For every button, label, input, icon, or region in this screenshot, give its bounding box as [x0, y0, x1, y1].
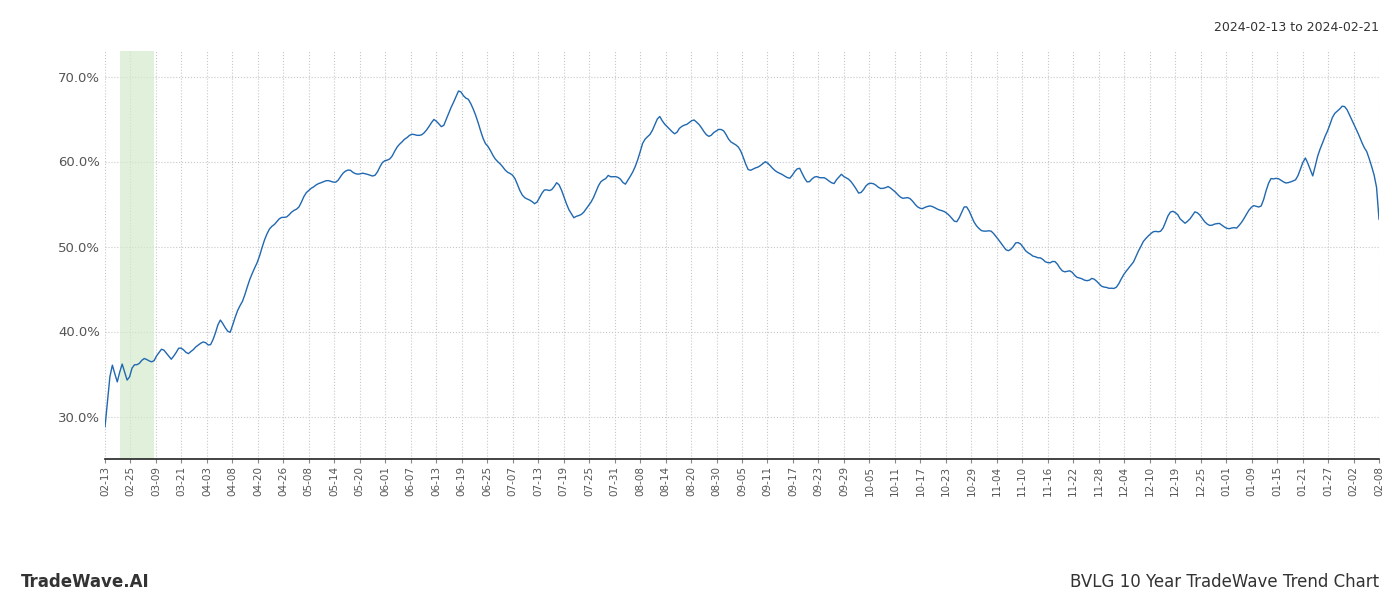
Bar	[120, 51, 154, 459]
Text: 2024-02-13 to 2024-02-21: 2024-02-13 to 2024-02-21	[1214, 21, 1379, 34]
Text: TradeWave.AI: TradeWave.AI	[21, 573, 150, 591]
Text: BVLG 10 Year TradeWave Trend Chart: BVLG 10 Year TradeWave Trend Chart	[1070, 573, 1379, 591]
